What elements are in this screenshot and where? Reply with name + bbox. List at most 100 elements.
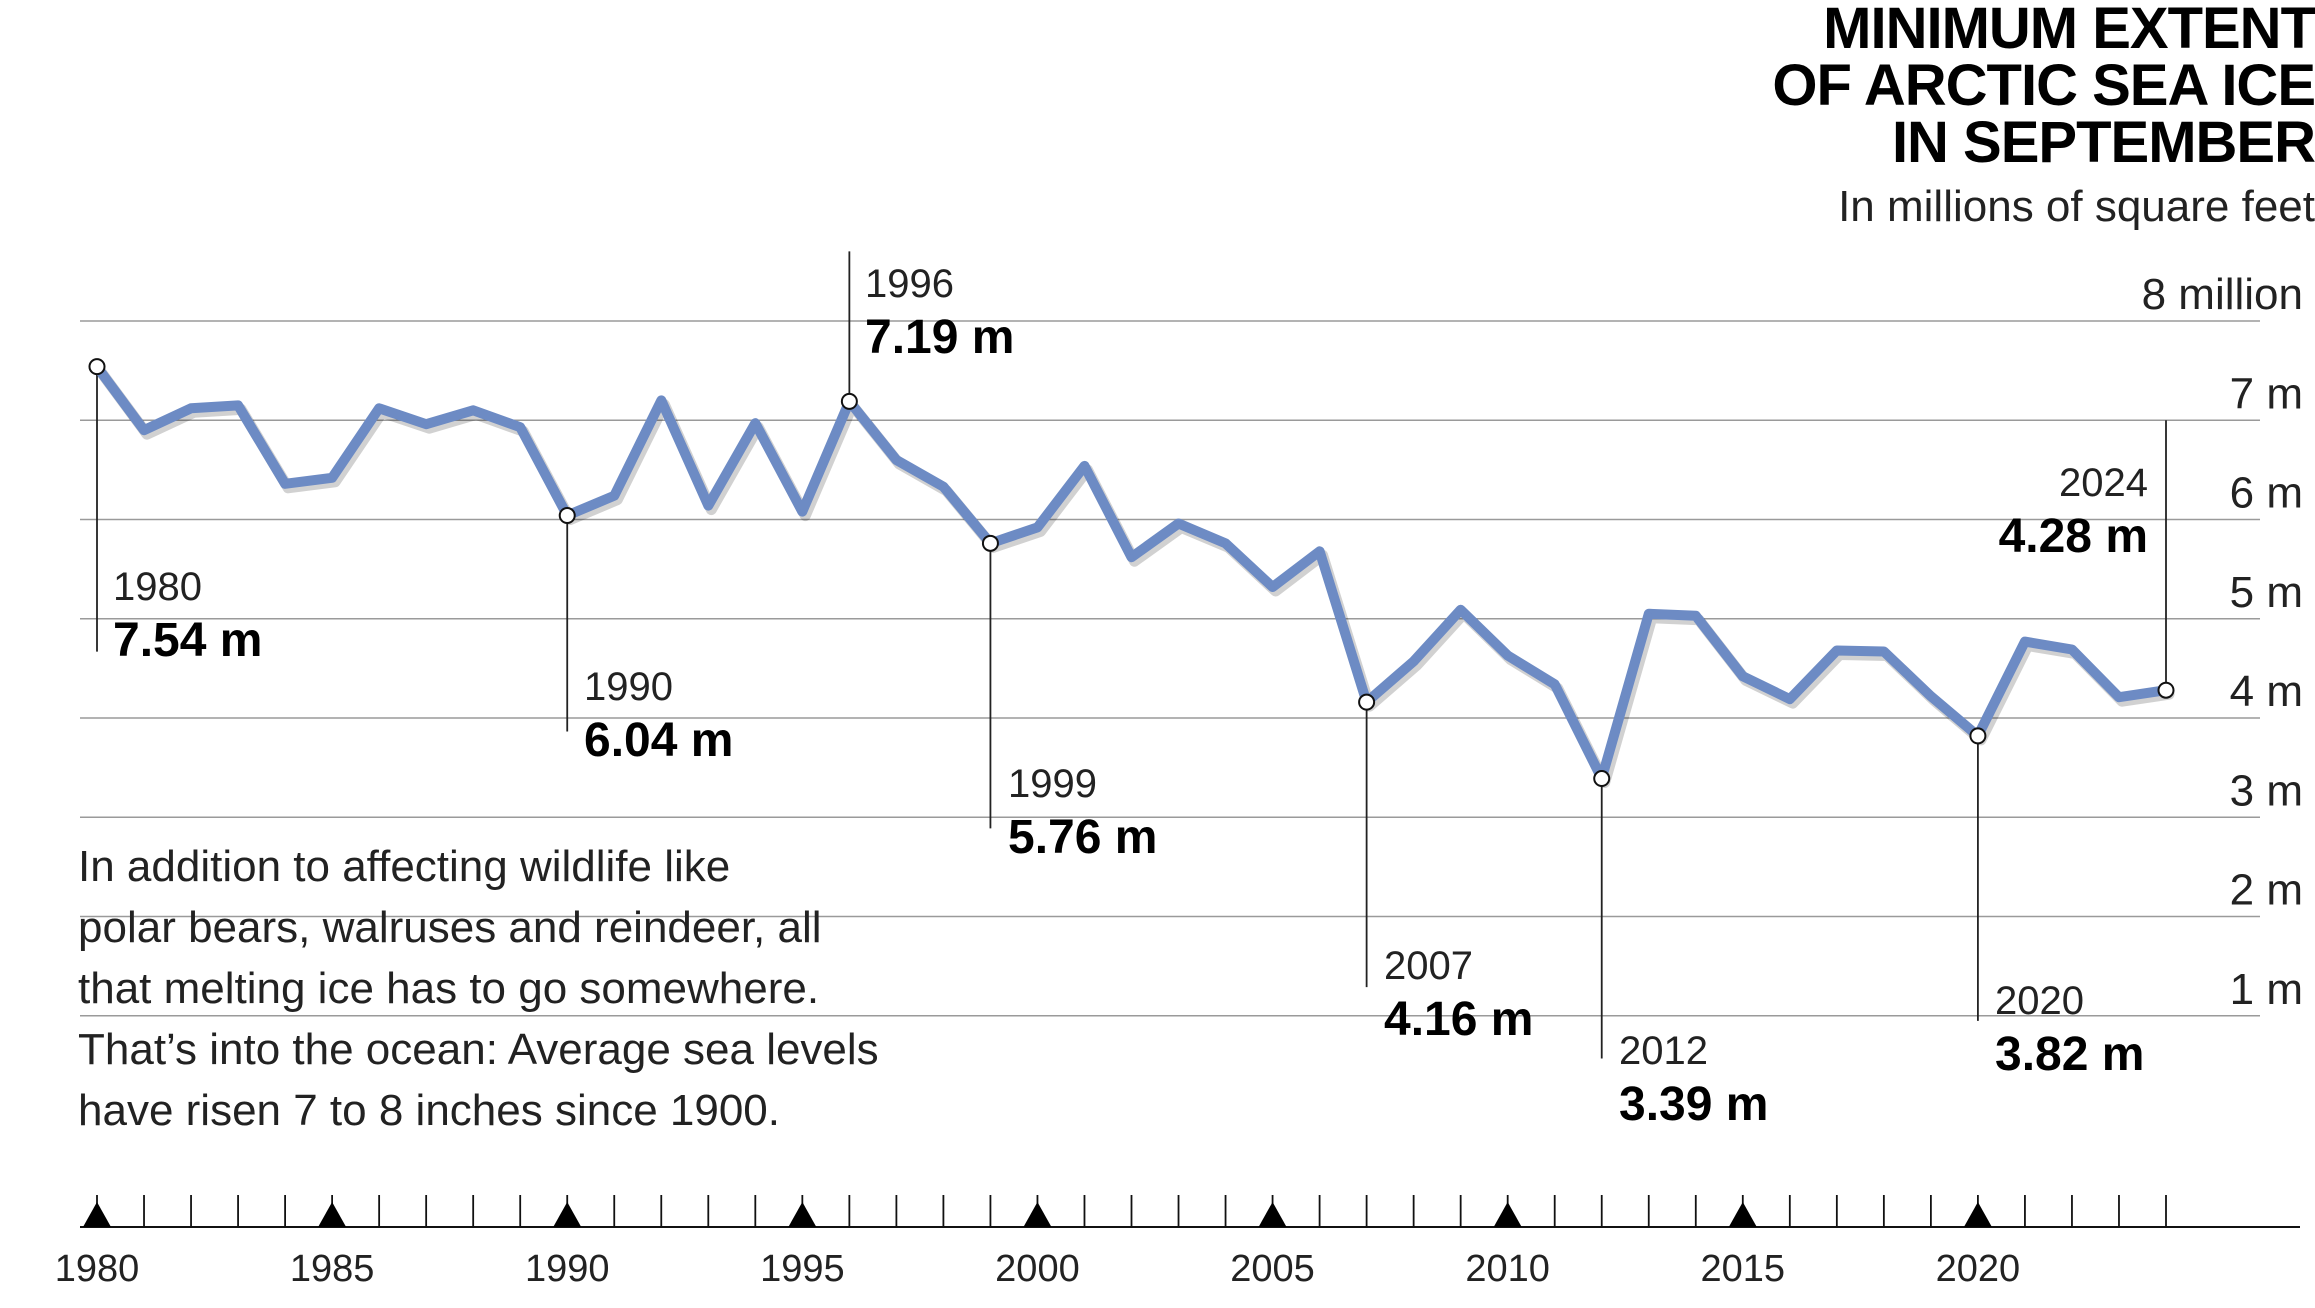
annotation-value-1996: 7.19 m	[865, 311, 1014, 364]
annotation-leaders	[96, 251, 2167, 1059]
series-line-shadow	[94, 365, 2175, 788]
annotation-year-1996: 1996	[865, 262, 954, 306]
series-layer	[92, 361, 2175, 788]
data-point-2001	[1081, 463, 1087, 469]
data-point-2021	[2022, 639, 2028, 645]
data-point-1995	[799, 509, 805, 515]
marker-1999	[981, 534, 999, 552]
annotation-year-2020: 2020	[1995, 979, 2084, 1023]
data-point-2018	[1881, 649, 1887, 655]
data-point-2003	[1176, 520, 1182, 526]
data-point-2014	[1693, 613, 1699, 619]
data-point-1983	[235, 402, 241, 408]
x-tick-marker-1985	[318, 1202, 347, 1227]
explanatory-note: In addition to affecting wildlife like p…	[78, 836, 978, 1141]
x-tick-marker-2000	[1023, 1202, 1052, 1227]
marker-2012	[1593, 770, 1611, 788]
y-tick-label-2: 2 m	[2230, 866, 2303, 915]
marker-1980	[88, 358, 106, 376]
data-point-2023	[2116, 694, 2122, 700]
x-tick-label-2015: 2015	[1701, 1248, 1786, 1290]
data-point-1998	[940, 484, 946, 490]
data-point-1984	[282, 481, 288, 487]
x-tick-label-1980: 1980	[55, 1248, 140, 1290]
data-point-2022	[2069, 647, 2075, 653]
note-line-1: In addition to affecting wildlife like	[78, 842, 731, 891]
annotation-value-2012: 3.39 m	[1619, 1078, 1768, 1131]
annotation-value-2007: 4.16 m	[1384, 993, 1533, 1046]
annotation-value-1980: 7.54 m	[113, 614, 262, 667]
data-point-2008	[1411, 658, 1417, 664]
data-point-2009	[1458, 607, 1464, 613]
data-point-1993	[705, 503, 711, 509]
y-tick-label-3: 3 m	[2230, 766, 2303, 815]
data-point-1985	[329, 475, 335, 481]
chart-title-line-2: OF ARCTIC SEA ICE	[1772, 53, 2315, 118]
y-tick-label-4: 4 m	[2230, 667, 2303, 716]
annotation-year-1980: 1980	[113, 565, 202, 609]
annotation-year-2012: 2012	[1619, 1029, 1708, 1073]
annotation-value-2020: 3.82 m	[1995, 1028, 2144, 1081]
data-point-2015	[1740, 673, 1746, 679]
data-point-2005	[1270, 584, 1276, 590]
data-point-2017	[1834, 648, 1840, 654]
note-line-2: polar bears, walruses and reindeer, all	[78, 903, 822, 952]
chart-subtitle: In millions of square feet	[1838, 182, 2315, 231]
data-point-1994	[752, 420, 758, 426]
x-tick-marker-1980	[83, 1202, 111, 1227]
data-point-2019	[1928, 693, 1934, 699]
x-tick-label-2020: 2020	[1936, 1248, 2021, 1290]
data-point-2004	[1223, 540, 1229, 546]
data-point-1986	[376, 405, 382, 411]
note-line-4: That’s into the ocean: Average sea level…	[78, 1025, 879, 1074]
data-point-1992	[658, 397, 664, 403]
marker-2020	[1969, 727, 1987, 745]
chart-title-line-3: IN SEPTEMBER	[1891, 110, 2315, 175]
x-tick-label-2000: 2000	[995, 1248, 1080, 1290]
x-tick-marker-2005	[1258, 1202, 1287, 1227]
data-point-1988	[470, 407, 476, 413]
data-point-1997	[893, 457, 899, 463]
marker-2007	[1358, 693, 1376, 711]
x-tick-marker-2020	[1963, 1202, 1992, 1227]
series-line	[92, 361, 2171, 784]
data-point-1991	[611, 493, 617, 499]
y-tick-label-7: 7 m	[2230, 369, 2303, 418]
x-tick-label-2010: 2010	[1465, 1248, 1550, 1290]
x-tick-marker-2010	[1493, 1202, 1522, 1227]
y-tick-label-5: 5 m	[2230, 568, 2303, 617]
data-point-1982	[188, 405, 194, 411]
x-tick-label-1985: 1985	[290, 1248, 375, 1290]
y-tick-label-1: 1 m	[2230, 965, 2303, 1014]
data-point-2016	[1787, 696, 1793, 702]
data-point-2013	[1646, 611, 1652, 617]
annotation-value-1999: 5.76 m	[1008, 811, 1157, 864]
annotation-value-1990: 6.04 m	[584, 714, 733, 767]
x-tick-marker-1995	[788, 1202, 817, 1227]
x-axis: 1980 1985 1990 1995 2000 2005 2010 2015 2020	[55, 1195, 2300, 1290]
marker-1990	[558, 507, 576, 525]
data-point-2000	[1034, 524, 1040, 530]
x-tick-marker-1990	[553, 1202, 582, 1227]
x-tick-label-2005: 2005	[1230, 1248, 1315, 1290]
annotation-value-2024: 4.28 m	[1999, 510, 2148, 563]
y-tick-label-8: 8 million	[2142, 270, 2303, 319]
note-line-5: have risen 7 to 8 inches since 1900.	[78, 1086, 781, 1135]
data-point-1989	[517, 424, 523, 430]
x-tick-label-1990: 1990	[525, 1248, 610, 1290]
y-tick-label-6: 6 m	[2230, 469, 2303, 518]
y-axis-labels: 8 million 7 m 6 m 5 m 4 m 3 m 2 m 1 m	[2142, 270, 2303, 1014]
annotation-markers	[88, 358, 2175, 788]
marker-2024	[2157, 681, 2175, 699]
marker-1996	[840, 392, 858, 410]
note-line-3: that melting ice has to go somewhere.	[78, 964, 820, 1013]
x-tick-marker-2015	[1728, 1202, 1757, 1227]
annotation-year-1999: 1999	[1008, 762, 1097, 806]
data-point-2011	[1552, 681, 1558, 687]
title-block: MINIMUM EXTENT OF ARCTIC SEA ICE IN SEPT…	[1615, 0, 2315, 235]
data-point-1987	[423, 421, 429, 427]
annotation-year-2007: 2007	[1384, 944, 1473, 988]
data-point-1981	[141, 427, 147, 433]
data-point-2010	[1505, 652, 1511, 658]
